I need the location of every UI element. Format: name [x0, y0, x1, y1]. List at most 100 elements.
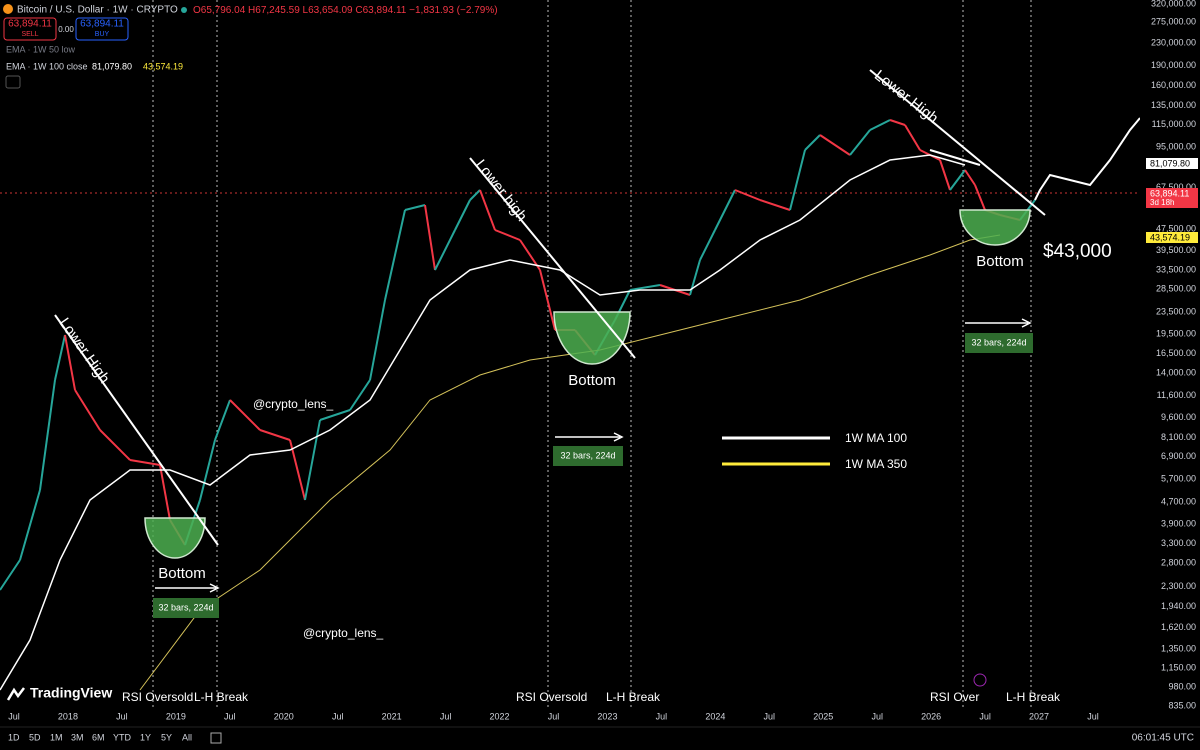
- price-tick: 230,000.00: [1151, 37, 1196, 47]
- indicator: EMA · 1W 100 close: [6, 61, 88, 71]
- price-segment: [54, 334, 66, 381]
- price-tick: 11,600.00: [1157, 390, 1196, 400]
- price-badge-label: 63,894.11: [1150, 188, 1189, 198]
- price-badge-label: 81,079.80: [1150, 158, 1190, 168]
- time-tick: Jul: [979, 711, 991, 721]
- bottom-label: Bottom: [568, 372, 616, 389]
- indicator-value: 81,079.80: [92, 61, 132, 71]
- price-tick: 835.00: [1168, 700, 1196, 710]
- time-tick: Jul: [871, 711, 883, 721]
- price-segment: [39, 379, 56, 491]
- range-button[interactable]: 3M: [71, 732, 84, 742]
- price-segment: [949, 169, 966, 191]
- time-tick: 2027: [1029, 711, 1049, 721]
- clock: 06:01:45 UTC: [1132, 733, 1194, 744]
- time-tick: 2019: [166, 711, 186, 721]
- price-segment: [539, 269, 556, 331]
- time-tick: Jul: [1087, 711, 1099, 721]
- symbol: Bitcoin / U.S. Dollar · 1W · CRYPTO: [17, 5, 178, 16]
- price-segment: [304, 419, 321, 501]
- price-tick: 1,940.00: [1161, 601, 1196, 611]
- rsi-label: RSI Over: [930, 690, 979, 704]
- event-icon[interactable]: [973, 673, 987, 687]
- price-segment: [434, 229, 456, 271]
- price-segment: [869, 119, 891, 131]
- duration: 32 bars, 224d: [560, 450, 615, 460]
- indicator: EMA · 1W 50 low: [6, 44, 76, 54]
- time-tick: 2026: [921, 711, 941, 721]
- price-tick: 39,500.00: [1156, 245, 1196, 255]
- price-tick: 190,000.00: [1151, 60, 1196, 70]
- bottom-label: Bottom: [976, 253, 1024, 270]
- price-segment: [384, 209, 406, 301]
- indicator-value: 43,574.19: [143, 61, 183, 71]
- price-tick: 67,500.00: [1156, 182, 1196, 192]
- price-segment: [789, 149, 806, 211]
- price-badge: [1146, 158, 1198, 169]
- price-tick: 9,600.00: [1161, 412, 1196, 422]
- price-axis-labels: 320,000.00 275,000.00 230,000.00 190,000.00…: [1146, 0, 1198, 710]
- price-segment: [454, 199, 471, 231]
- price-tick: 115,000.00: [1152, 119, 1196, 129]
- price-tick: 19,500.00: [1156, 329, 1196, 339]
- price-tick: 275,000.00: [1151, 16, 1196, 26]
- collapse-button[interactable]: [5, 75, 21, 89]
- bottom-label: Bottom: [158, 565, 206, 582]
- price-axis: [1140, 0, 1200, 708]
- price-tick: 980.00: [1168, 681, 1196, 691]
- duration-boxes: [153, 333, 1033, 618]
- brand: TradingView: [30, 685, 112, 701]
- range-button[interactable]: 1Y: [140, 732, 151, 742]
- range-button[interactable]: 5D: [29, 732, 41, 742]
- buy-button[interactable]: [75, 17, 129, 41]
- price-tick: 95,000.00: [1156, 142, 1196, 152]
- high: H67,245.59: [248, 5, 300, 16]
- time-tick: 2023: [597, 711, 617, 721]
- price-segment: [424, 204, 436, 271]
- ma-350: [139, 234, 1001, 691]
- ma-100: [0, 154, 966, 691]
- time-tick: Jul: [548, 711, 560, 721]
- time-tick: 2024: [705, 711, 725, 721]
- price-segment: [404, 204, 426, 211]
- time-tick: Jul: [440, 711, 452, 721]
- time-tick: Jul: [656, 711, 668, 721]
- range-button[interactable]: 6M: [92, 732, 105, 742]
- price-segment: [0, 559, 21, 591]
- price-segment: [974, 184, 986, 211]
- price-segment: [494, 229, 521, 241]
- range-button[interactable]: All: [182, 732, 192, 742]
- sell-price: 63,894.11: [8, 19, 52, 30]
- price-segment: [904, 124, 921, 151]
- range-button[interactable]: 1M: [50, 732, 63, 742]
- price-segment: [289, 439, 306, 501]
- price-segment: [964, 169, 976, 186]
- price-tick: 14,000.00: [1156, 368, 1196, 378]
- price-segment: [939, 159, 951, 191]
- price-segment: [819, 134, 851, 156]
- range-button[interactable]: 1D: [8, 732, 20, 742]
- price-segment: [74, 389, 101, 431]
- price-segment: [259, 429, 291, 441]
- price-segment: [629, 284, 661, 291]
- legend-label: 1W MA 100: [845, 431, 907, 445]
- range-button[interactable]: YTD: [113, 732, 132, 742]
- trend-lines: [54, 69, 1046, 546]
- change: −1,831.93 (−2.79%): [409, 5, 497, 16]
- spread: 0.00: [58, 25, 74, 34]
- time-tick: Jul: [764, 711, 776, 721]
- sell-button[interactable]: [3, 17, 57, 41]
- range-button[interactable]: 5Y: [161, 732, 172, 742]
- buy-price: 63,894.11: [80, 19, 124, 30]
- price-tick: 8,100.00: [1161, 432, 1196, 442]
- break-label: L-H Break: [194, 690, 249, 704]
- date-range-button[interactable]: [210, 732, 222, 744]
- price-tick: 6,900.00: [1161, 451, 1196, 461]
- time-tick: 2021: [382, 711, 402, 721]
- arrows: [155, 318, 1032, 593]
- price-tick: 28,500.00: [1156, 284, 1196, 294]
- toolbar: 1D 5D 1M 3M 6M YTD 1Y 5Y All: [8, 732, 222, 744]
- time-tick: 2022: [490, 711, 510, 721]
- rsi-label: RSI Oversold: [122, 690, 193, 704]
- time-axis: Jul 2018 Jul 2019 Jul 2020 Jul 2021 Jul 2022 Jul 20…: [8, 711, 1099, 721]
